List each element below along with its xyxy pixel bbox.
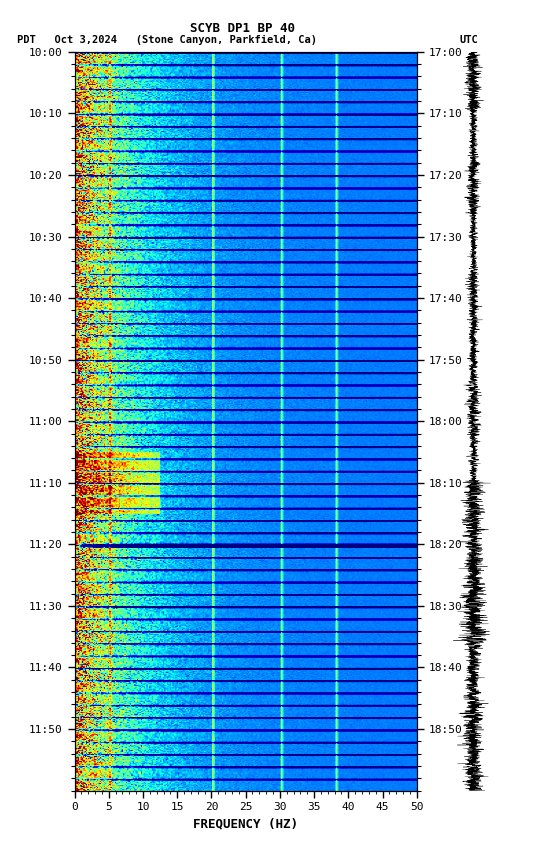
Text: SCYB DP1 BP 40: SCYB DP1 BP 40 — [190, 22, 295, 35]
Text: PDT   Oct 3,2024   (Stone Canyon, Parkfield, Ca): PDT Oct 3,2024 (Stone Canyon, Parkfield,… — [17, 35, 316, 45]
Text: UTC: UTC — [460, 35, 479, 45]
X-axis label: FREQUENCY (HZ): FREQUENCY (HZ) — [193, 818, 298, 831]
